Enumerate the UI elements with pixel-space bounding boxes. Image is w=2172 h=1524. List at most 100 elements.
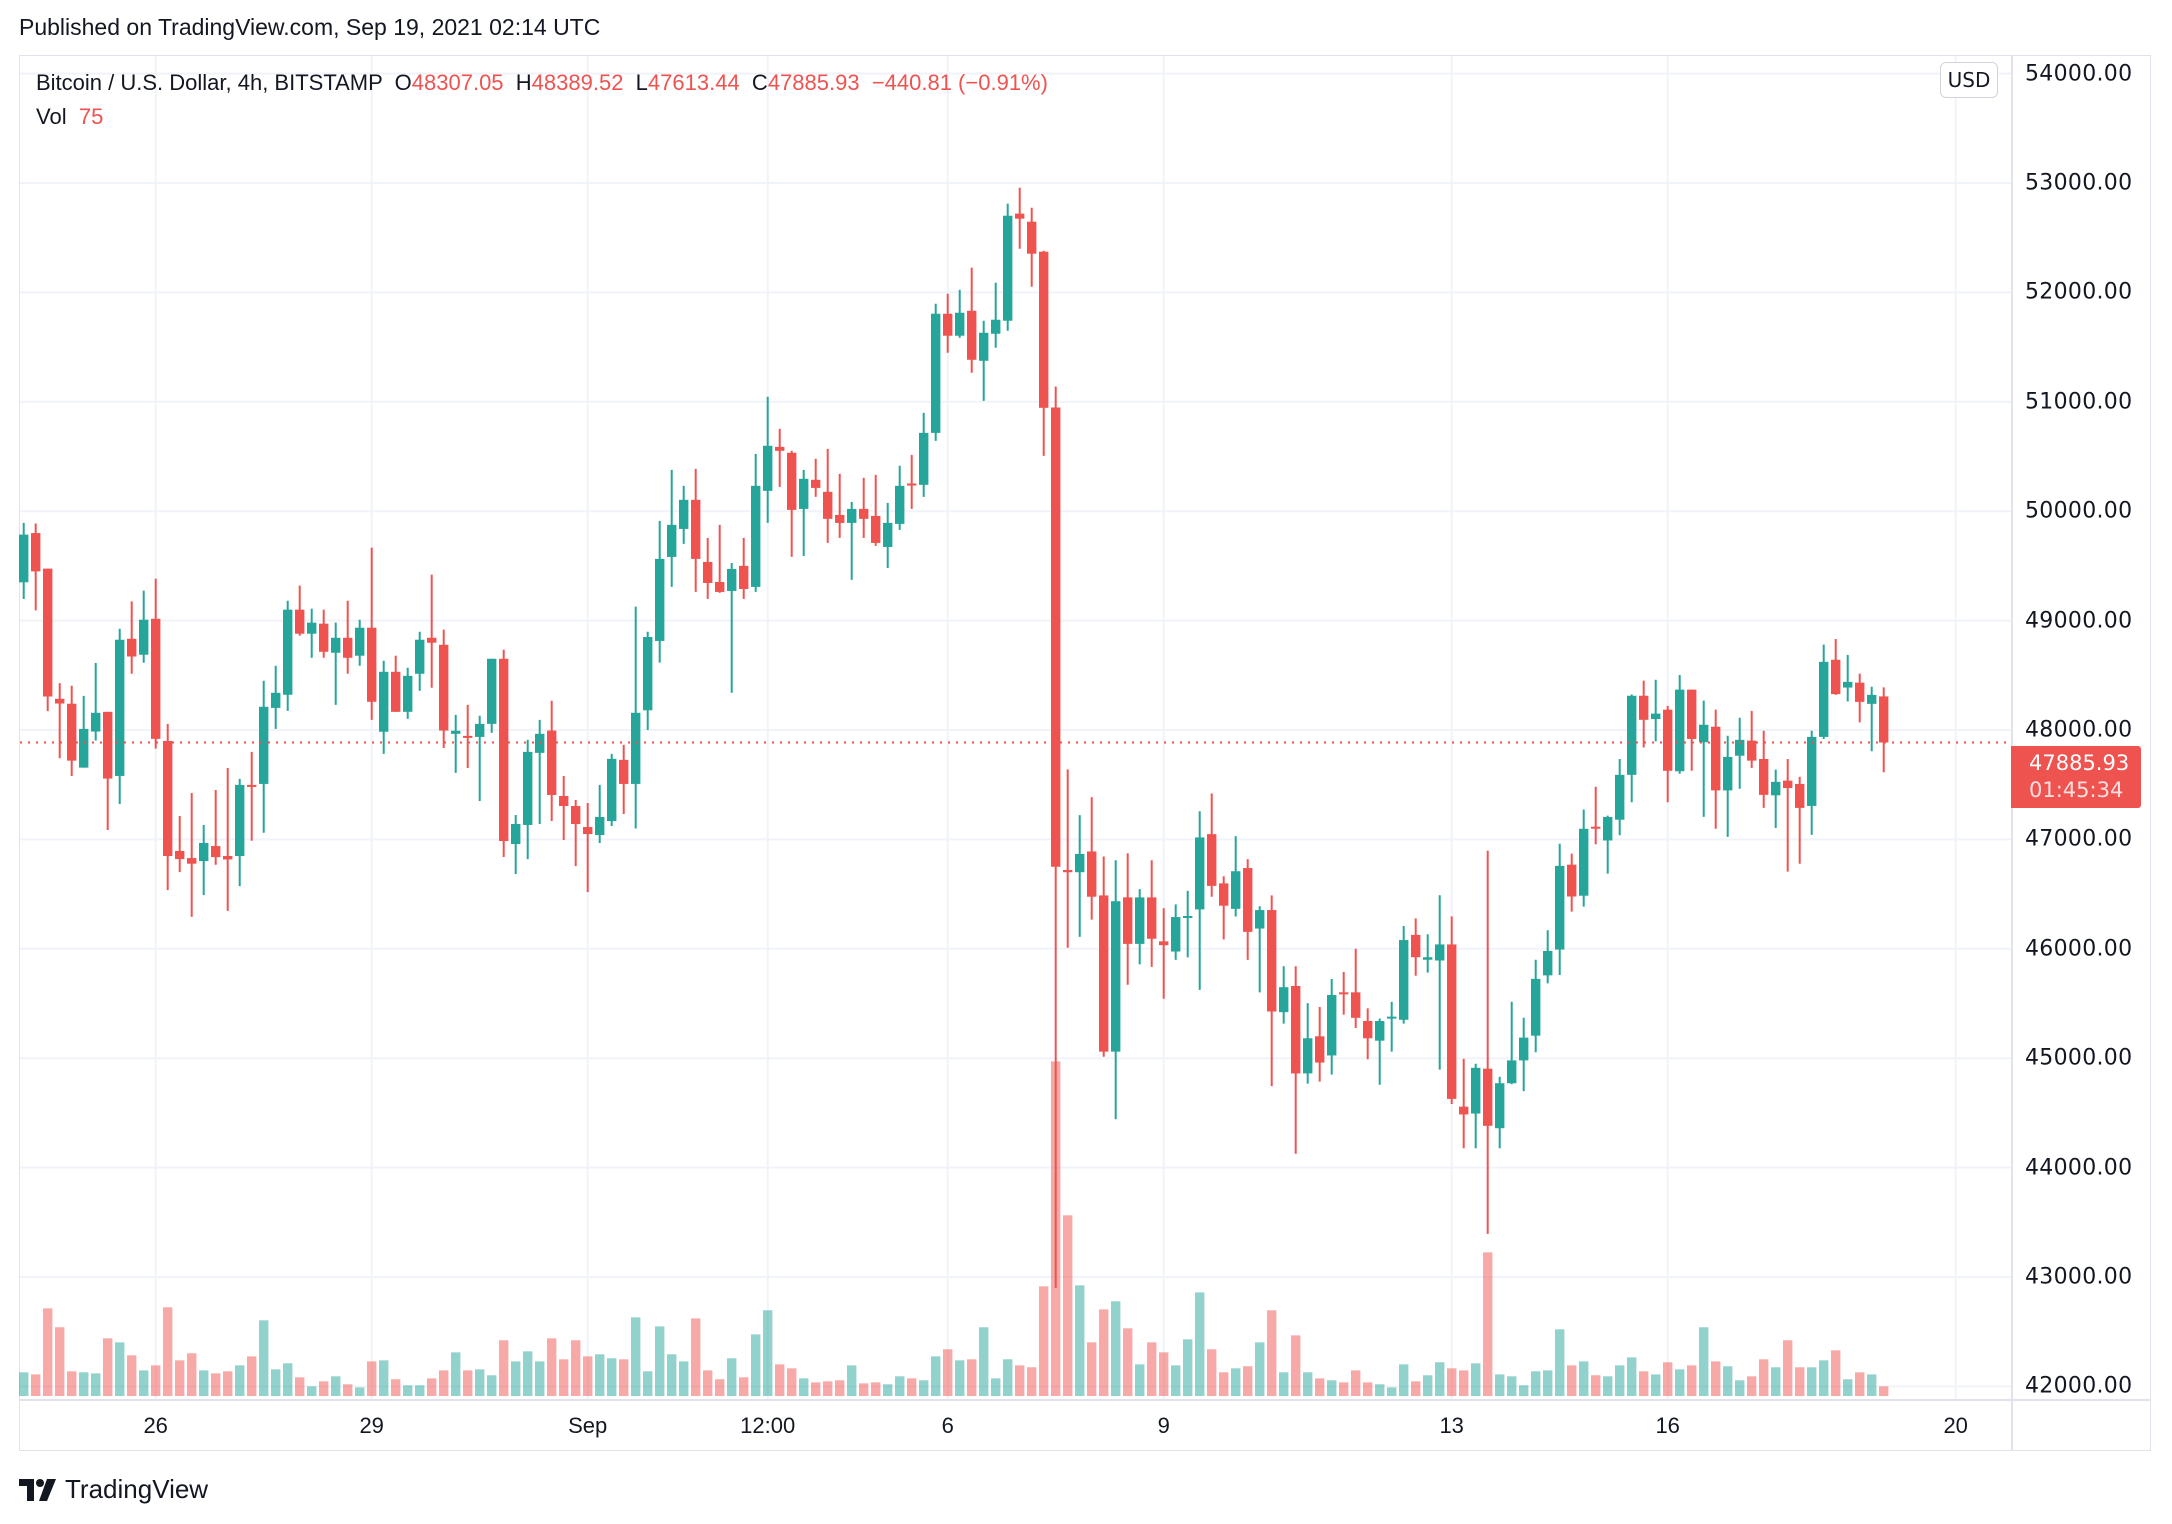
candle-body-up xyxy=(379,671,389,732)
candle-body-up xyxy=(403,675,413,712)
volume-bar xyxy=(931,1356,941,1396)
candle-body-down xyxy=(691,499,701,559)
candle-body-down xyxy=(559,795,569,807)
candle-body-up xyxy=(1771,781,1781,796)
volume-bar xyxy=(1099,1309,1109,1396)
candle-body-down xyxy=(811,479,821,488)
volume-bar xyxy=(355,1387,365,1396)
price-tick-label: 53000.00 xyxy=(2025,170,2133,196)
volume-bar xyxy=(175,1360,185,1396)
candle-body-down xyxy=(1051,407,1061,867)
volume-bar xyxy=(1555,1329,1565,1396)
volume-bar xyxy=(511,1361,521,1396)
candle-body-up xyxy=(991,319,1001,334)
volume-label: Vol xyxy=(36,104,67,129)
volume-bar xyxy=(1819,1360,1829,1396)
candle-body-down xyxy=(943,313,953,336)
volume-bar xyxy=(1639,1371,1649,1396)
candle-body-down xyxy=(319,623,329,652)
candle-body-up xyxy=(595,816,605,836)
candle-body-up xyxy=(1231,871,1241,909)
candle-body-up xyxy=(259,706,269,784)
volume-bar xyxy=(163,1307,173,1396)
volume-bar xyxy=(139,1370,149,1396)
volume-bar xyxy=(1327,1380,1337,1396)
candle-body-up xyxy=(1135,897,1145,944)
volume-bar xyxy=(823,1381,833,1396)
candle-body-up xyxy=(79,728,89,768)
candle-body-down xyxy=(859,508,869,519)
volume-bar xyxy=(559,1359,569,1396)
candle-body-up xyxy=(139,619,149,655)
candle-body-down xyxy=(1063,870,1073,873)
volume-bar xyxy=(1015,1365,1025,1396)
candle-body-up xyxy=(1327,994,1337,1056)
volume-bar xyxy=(1759,1359,1769,1396)
candle-body-up xyxy=(1699,724,1709,743)
volume-bar xyxy=(811,1382,821,1396)
candle-body-up xyxy=(535,733,545,753)
volume-bar xyxy=(787,1368,797,1396)
volume-bar xyxy=(871,1382,881,1396)
candle-body-up xyxy=(1531,978,1541,1036)
volume-bar xyxy=(679,1361,689,1396)
candle-body-down xyxy=(163,740,173,857)
candle-body-up xyxy=(751,485,761,587)
volume-bar xyxy=(991,1378,1001,1396)
volume-bar xyxy=(403,1385,413,1396)
time-tick-label: Sep xyxy=(568,1413,608,1438)
volume-bar xyxy=(1879,1386,1889,1396)
candle-body-up xyxy=(1519,1037,1529,1061)
candle-body-down xyxy=(1459,1106,1469,1115)
volume-bar xyxy=(1003,1359,1013,1396)
volume-bar xyxy=(1867,1374,1877,1396)
candle-body-up xyxy=(283,609,293,695)
currency-button[interactable]: USD xyxy=(1940,62,1998,98)
candle-body-up xyxy=(727,568,737,591)
volume-bar xyxy=(535,1361,545,1396)
volume-bar xyxy=(307,1386,317,1396)
candle-body-down xyxy=(1483,1068,1493,1126)
candle-body-up xyxy=(1507,1060,1517,1084)
volume-bar xyxy=(943,1349,953,1396)
candle-body-down xyxy=(127,638,137,657)
volume-bar xyxy=(499,1340,509,1396)
volume-bar xyxy=(847,1365,857,1396)
volume-bar xyxy=(1795,1367,1805,1396)
tradingview-logo[interactable]: TradingView xyxy=(19,1474,208,1505)
candle-body-up xyxy=(895,485,905,524)
candle-body-up xyxy=(1435,944,1445,961)
volume-bar xyxy=(607,1358,617,1396)
volume-bar xyxy=(1723,1366,1733,1396)
candle-body-up xyxy=(1255,910,1265,929)
volume-bar xyxy=(1039,1286,1049,1396)
candle-body-down xyxy=(499,658,509,842)
candle-body-up xyxy=(115,639,125,776)
volume-bar xyxy=(115,1342,125,1396)
candle-body-down xyxy=(175,850,185,860)
volume-bar xyxy=(1651,1374,1661,1396)
time-axis-divider xyxy=(19,1399,2151,1401)
candle-body-down xyxy=(871,515,881,543)
volume-bar xyxy=(1027,1367,1037,1396)
volume-bar xyxy=(1459,1370,1469,1396)
volume-bar xyxy=(1123,1328,1133,1396)
candle-body-up xyxy=(1807,736,1817,806)
candle-body-up xyxy=(1495,1083,1505,1129)
candle-body-up xyxy=(847,508,857,523)
candle-body-down xyxy=(1339,992,1349,995)
candle-body-down xyxy=(391,671,401,712)
volume-bar xyxy=(295,1377,305,1396)
price-tick-label: 45000.00 xyxy=(2025,1045,2133,1071)
candle-body-up xyxy=(307,622,317,634)
volume-bar xyxy=(1435,1362,1445,1396)
candle-body-down xyxy=(1591,826,1601,829)
volume-bar xyxy=(835,1380,845,1396)
candle-body-down xyxy=(1219,883,1229,906)
volume-bar xyxy=(199,1370,209,1396)
volume-bar xyxy=(415,1385,425,1396)
candle-body-up xyxy=(1675,689,1685,772)
candle-body-up xyxy=(19,534,29,583)
volume-bar xyxy=(67,1371,77,1396)
